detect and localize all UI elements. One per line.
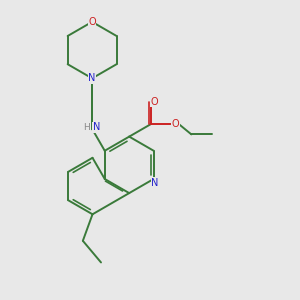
Text: N: N: [93, 122, 100, 132]
Text: O: O: [172, 119, 180, 129]
Text: N: N: [152, 178, 159, 188]
Text: O: O: [151, 97, 158, 107]
Text: N: N: [88, 73, 96, 83]
Text: H: H: [83, 123, 90, 132]
Text: O: O: [88, 17, 96, 27]
